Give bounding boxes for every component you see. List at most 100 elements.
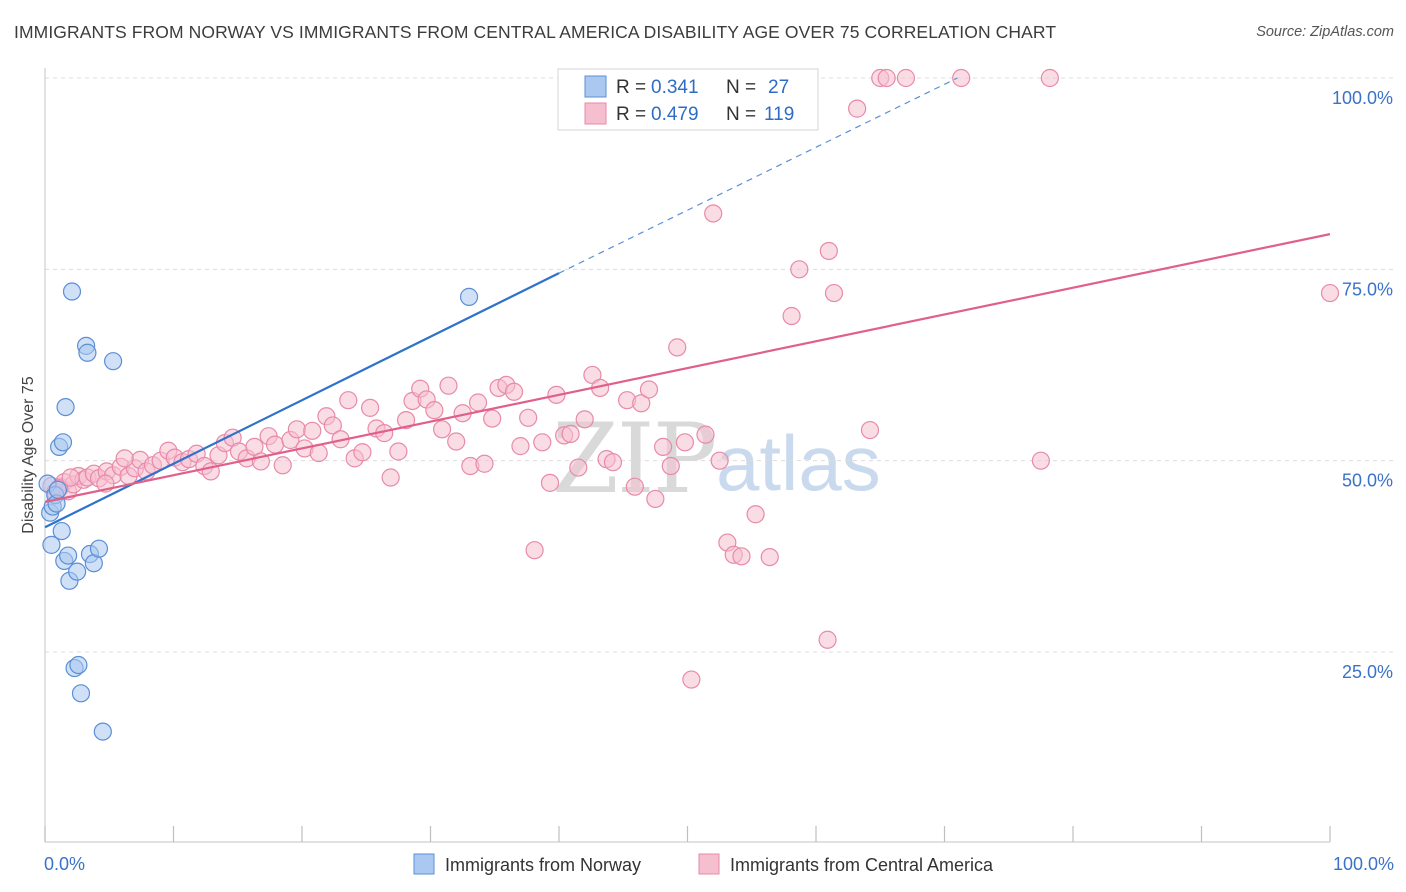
central-america-point-111 xyxy=(1040,68,1059,88)
trend-lines xyxy=(44,77,1331,529)
series-legend: Immigrants from Norway Immigrants from C… xyxy=(413,853,994,875)
chart-title: IMMIGRANTS FROM NORWAY VS IMMIGRANTS FRO… xyxy=(14,22,1057,42)
legend-n-label-central-america: N = xyxy=(726,104,756,125)
legend-r-label-central-america: R = xyxy=(616,104,646,125)
norway-point-23 xyxy=(71,684,91,703)
norway-point-26 xyxy=(48,480,67,499)
central-america-point-77 xyxy=(569,458,588,477)
central-america-point-104 xyxy=(819,241,838,261)
central-america-point-65 xyxy=(483,409,502,428)
central-america-point-106 xyxy=(848,99,867,118)
central-america-point-84 xyxy=(625,477,644,496)
central-america-point-40 xyxy=(303,421,322,440)
central-america-point-76 xyxy=(561,424,580,443)
central-america-point-107 xyxy=(860,420,880,440)
central-america-point-90 xyxy=(668,338,687,357)
legend-r-value-norway: 0.341 xyxy=(651,77,699,98)
norway-point-17 xyxy=(68,562,87,581)
trend-line-norway-extension xyxy=(558,77,958,274)
central-america-point-89 xyxy=(661,456,680,476)
norway-point-5 xyxy=(42,535,61,554)
central-america-point-78 xyxy=(575,410,594,429)
central-america-point-99 xyxy=(746,505,765,524)
y-axis-title: Disability Age Over 75 xyxy=(20,376,37,534)
central-america-point-105 xyxy=(824,283,844,303)
norway-point-10 xyxy=(62,282,82,301)
central-america-point-86 xyxy=(639,380,659,399)
central-america-point-112 xyxy=(1031,451,1050,470)
watermark-atlas: atlas xyxy=(716,419,881,507)
central-america-point-36 xyxy=(273,456,292,475)
series-legend-label-central-america: Immigrants from Central America xyxy=(730,855,994,875)
central-america-point-98 xyxy=(732,547,751,566)
y-tick-label-100: 100.0% xyxy=(1332,88,1393,108)
central-america-point-38 xyxy=(287,420,306,439)
x-tick-label-min: 0.0% xyxy=(44,854,85,874)
central-america-point-100 xyxy=(760,547,779,567)
central-america-point-116 xyxy=(61,468,80,487)
central-america-point-82 xyxy=(603,453,623,472)
norway-point-25 xyxy=(459,287,479,306)
gridlines xyxy=(45,77,1393,653)
central-america-point-109 xyxy=(877,68,896,88)
central-america-point-63 xyxy=(468,393,488,412)
central-america-point-68 xyxy=(504,382,524,401)
legend-swatch-central-america xyxy=(584,102,607,125)
y-axis-tick-labels: 25.0% 50.0% 75.0% 100.0% xyxy=(1332,88,1393,682)
norway-point-8 xyxy=(52,521,71,541)
central-america-point-64 xyxy=(475,454,494,473)
central-america-point-72 xyxy=(533,433,552,452)
y-tick-label-75: 75.0% xyxy=(1342,279,1393,299)
central-america-point-73 xyxy=(540,473,560,492)
legend-n-value-central-america: 119 xyxy=(764,104,794,125)
central-america-point-113 xyxy=(1320,283,1340,303)
series-legend-swatch-central-america xyxy=(698,853,720,875)
central-america-point-59 xyxy=(439,376,458,395)
central-america-point-103 xyxy=(818,630,837,649)
central-america-point-102 xyxy=(790,260,809,279)
y-tick-label-25: 25.0% xyxy=(1342,662,1393,682)
central-america-point-69 xyxy=(511,437,530,456)
legend-r-value-central-america: 0.479 xyxy=(651,104,699,125)
norway-point-7 xyxy=(53,433,73,452)
x-axis-ticks xyxy=(44,826,1331,842)
central-america-point-93 xyxy=(696,425,715,444)
y-tick-label-50: 50.0% xyxy=(1342,471,1393,491)
central-america-point-94 xyxy=(704,204,723,223)
series-legend-swatch-norway xyxy=(413,853,435,875)
series-central-america xyxy=(42,68,1340,689)
norway-point-20 xyxy=(89,539,109,558)
source-credit: Source: ZipAtlas.com xyxy=(1256,24,1394,40)
central-america-point-87 xyxy=(646,489,665,509)
series-legend-label-norway: Immigrants from Norway xyxy=(445,855,641,875)
central-america-point-85 xyxy=(632,394,651,413)
legend-r-label-norway: R = xyxy=(616,77,646,98)
central-america-point-51 xyxy=(381,468,400,487)
central-america-point-118 xyxy=(115,449,134,468)
central-america-point-114 xyxy=(952,68,971,88)
trend-line-central-america xyxy=(44,233,1331,504)
central-america-point-57 xyxy=(425,401,444,420)
central-america-point-52 xyxy=(389,442,408,461)
legend-n-label-norway: N = xyxy=(726,77,756,98)
central-america-point-70 xyxy=(519,408,538,427)
central-america-point-95 xyxy=(710,451,729,470)
central-america-point-92 xyxy=(682,670,701,689)
x-tick-label-max: 100.0% xyxy=(1333,854,1394,874)
norway-point-22 xyxy=(69,655,88,675)
norway-point-13 xyxy=(104,352,123,371)
norway-point-24 xyxy=(93,722,112,741)
central-america-point-91 xyxy=(675,433,695,452)
norway-point-9 xyxy=(56,397,75,417)
central-america-point-110 xyxy=(896,68,916,88)
legend-n-value-norway: 27 xyxy=(768,77,789,98)
central-america-point-45 xyxy=(339,391,358,410)
legend-swatch-norway xyxy=(584,75,607,98)
central-america-point-43 xyxy=(323,416,342,435)
series-norway xyxy=(38,282,479,741)
central-america-point-71 xyxy=(525,541,544,560)
central-america-point-35 xyxy=(265,435,285,454)
central-america-point-53 xyxy=(396,411,416,430)
central-america-point-48 xyxy=(361,398,380,417)
